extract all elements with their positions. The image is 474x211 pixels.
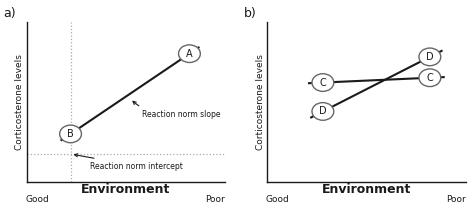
Circle shape bbox=[312, 74, 334, 91]
Circle shape bbox=[312, 103, 334, 120]
Text: Reaction norm slope: Reaction norm slope bbox=[133, 101, 220, 119]
Y-axis label: Corticosterone levels: Corticosterone levels bbox=[255, 54, 264, 150]
Text: C: C bbox=[427, 73, 433, 83]
Circle shape bbox=[179, 45, 201, 62]
X-axis label: Environment: Environment bbox=[82, 183, 171, 196]
Text: b): b) bbox=[244, 7, 256, 20]
Text: Good: Good bbox=[25, 195, 49, 204]
Text: B: B bbox=[67, 129, 74, 139]
Y-axis label: Corticosterone levels: Corticosterone levels bbox=[15, 54, 24, 150]
Text: D: D bbox=[319, 106, 327, 116]
Text: Poor: Poor bbox=[205, 195, 225, 204]
X-axis label: Environment: Environment bbox=[322, 183, 411, 196]
Text: Reaction norm intercept: Reaction norm intercept bbox=[74, 154, 183, 170]
Text: D: D bbox=[426, 52, 434, 62]
Text: C: C bbox=[319, 78, 326, 88]
Circle shape bbox=[60, 125, 82, 143]
Text: Poor: Poor bbox=[446, 195, 465, 204]
Text: a): a) bbox=[3, 7, 16, 20]
Circle shape bbox=[419, 48, 441, 66]
Text: A: A bbox=[186, 49, 193, 59]
Circle shape bbox=[419, 69, 441, 87]
Text: Good: Good bbox=[265, 195, 289, 204]
